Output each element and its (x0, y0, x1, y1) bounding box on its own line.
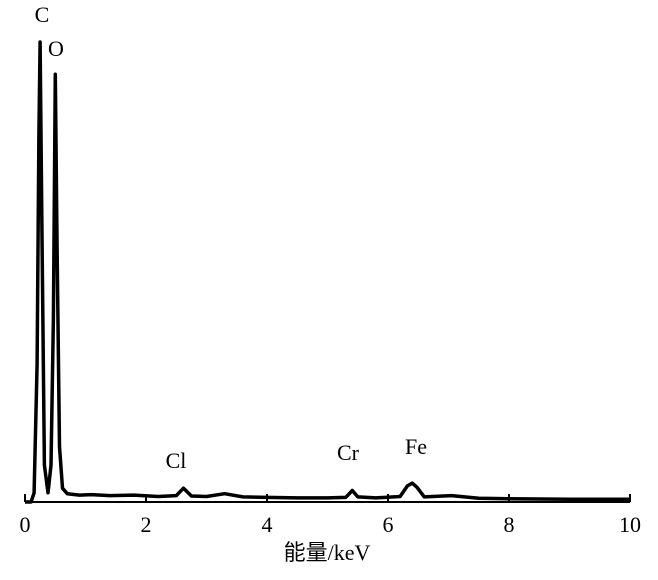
spectrum-line (25, 40, 630, 504)
x-tick-label: 6 (383, 512, 394, 537)
x-axis-label: 能量/keV (284, 540, 371, 565)
peak-label: Fe (405, 434, 427, 459)
x-tick-label: 4 (262, 512, 273, 537)
x-tick-label: 0 (20, 512, 31, 537)
peak-label: Cl (166, 448, 187, 473)
peak-label: O (48, 36, 64, 61)
x-tick-label: 8 (504, 512, 515, 537)
peak-label: C (35, 2, 50, 27)
x-tick-label: 10 (619, 512, 641, 537)
peak-label: Cr (337, 440, 360, 465)
x-tick-label: 2 (141, 512, 152, 537)
